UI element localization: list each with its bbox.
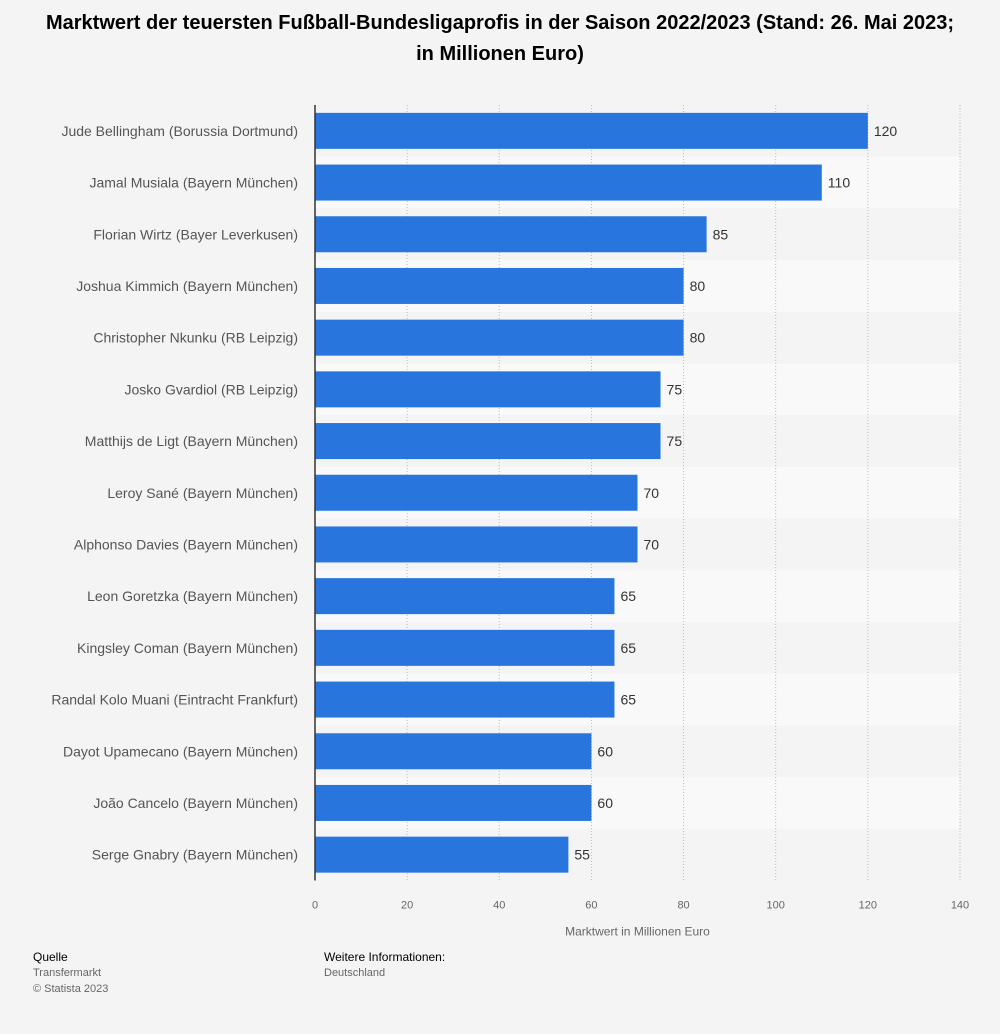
source-block: Quelle Transfermarkt © Statista 2023: [33, 949, 108, 997]
bar: [315, 371, 661, 408]
data-label: 70: [644, 536, 660, 552]
data-label: 80: [690, 278, 706, 294]
x-tick-label: 0: [312, 900, 318, 912]
category-label: Leon Goretzka (Bayern München): [87, 588, 298, 604]
bar: [315, 629, 615, 666]
x-axis-ticks: 0 20 40 60 80 100 120 140: [312, 900, 969, 912]
bar: [315, 474, 638, 511]
bar: [315, 836, 569, 873]
x-tick-label: 140: [951, 900, 969, 912]
category-label: Jude Bellingham (Borussia Dortmund): [61, 123, 298, 139]
x-tick-label: 80: [677, 900, 689, 912]
source-heading: Quelle: [33, 950, 68, 964]
x-tick-label: 40: [493, 900, 505, 912]
x-axis-title: Marktwert in Millionen Euro: [565, 925, 710, 939]
category-label: Randal Kolo Muani (Eintracht Frankfurt): [51, 692, 298, 708]
data-labels: 120 110 85 80 80 75 75 70 70 65 65 65 60 60 55: [574, 123, 897, 863]
source-name: Transfermarkt: [33, 967, 102, 979]
data-label: 85: [713, 226, 729, 242]
bar-chart: 120 110 85 80 80 75 75 70 70 65 65 65 60 60 55 Jude Be…: [51, 105, 969, 939]
category-label: Leroy Sané (Bayern München): [107, 485, 298, 501]
info-region: Deutschland: [324, 967, 386, 979]
category-label: Jamal Musiala (Bayern München): [89, 175, 298, 191]
data-label: 70: [644, 485, 660, 501]
category-label: João Cancelo (Bayern München): [93, 795, 298, 811]
bar: [315, 681, 615, 718]
chart-title: Marktwert der teuersten Fußball-Bundesli…: [45, 12, 955, 65]
bar: [315, 784, 592, 821]
bar: [315, 216, 707, 253]
bar: [315, 319, 684, 356]
x-tick-label: 60: [585, 900, 597, 912]
data-label: 120: [874, 123, 898, 139]
copyright: © Statista 2023: [33, 983, 109, 995]
data-label: 60: [597, 795, 613, 811]
bar: [315, 733, 592, 770]
category-label: Josko Gvardiol (RB Leipzig): [124, 381, 298, 397]
x-tick-label: 20: [401, 900, 413, 912]
category-label: Kingsley Coman (Bayern München): [77, 640, 298, 656]
x-tick-label: 120: [859, 900, 877, 912]
data-label: 80: [690, 330, 706, 346]
data-label: 75: [667, 381, 683, 397]
category-label: Matthijs de Ligt (Bayern München): [85, 433, 298, 449]
info-heading: Weitere Informationen:: [324, 950, 446, 964]
bar: [315, 526, 638, 563]
info-block: Weitere Informationen: Deutschland: [324, 949, 445, 981]
data-label: 60: [597, 743, 613, 759]
data-label: 65: [620, 692, 636, 708]
category-label: Serge Gnabry (Bayern München): [92, 847, 298, 863]
data-label: 65: [620, 588, 636, 604]
bar: [315, 423, 661, 460]
category-label: Dayot Upamecano (Bayern München): [63, 743, 298, 759]
bar: [315, 267, 684, 304]
bars: [315, 112, 868, 873]
category-label: Alphonso Davies (Bayern München): [74, 536, 298, 552]
category-label: Joshua Kimmich (Bayern München): [76, 278, 298, 294]
data-label: 55: [574, 847, 590, 863]
x-tick-label: 100: [767, 900, 785, 912]
bar: [315, 164, 822, 201]
bar: [315, 112, 868, 149]
bar: [315, 578, 615, 615]
category-label: Christopher Nkunku (RB Leipzig): [93, 330, 298, 346]
data-label: 75: [667, 433, 683, 449]
category-labels: Jude Bellingham (Borussia Dortmund) Jamal…: [51, 123, 298, 863]
data-label: 110: [828, 175, 851, 191]
data-label: 65: [620, 640, 636, 656]
category-label: Florian Wirtz (Bayer Leverkusen): [93, 226, 298, 242]
